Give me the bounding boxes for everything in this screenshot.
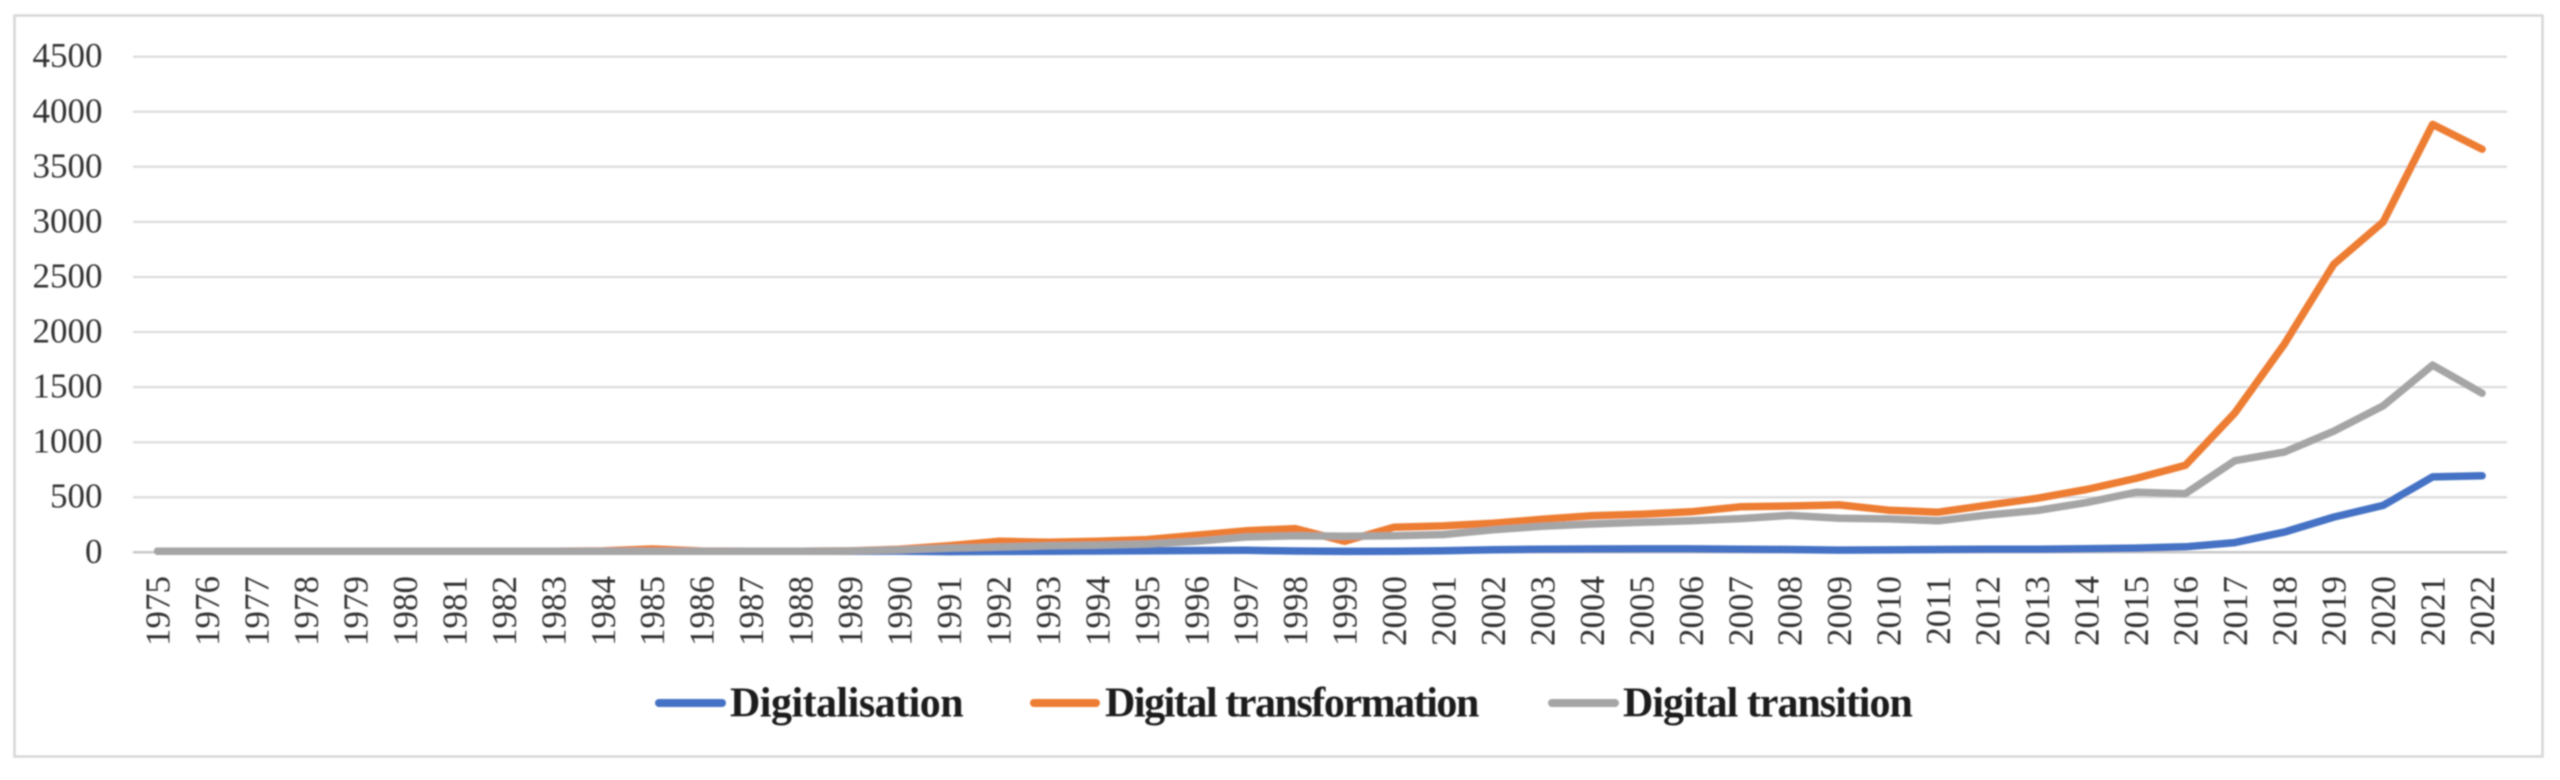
svg-text:3000: 3000 [33,201,103,240]
svg-text:2021: 2021 [2414,576,2453,646]
svg-text:1976: 1976 [188,576,227,646]
svg-text:1998: 1998 [1276,576,1315,646]
svg-text:2005: 2005 [1622,576,1661,646]
svg-text:1983: 1983 [534,576,573,646]
svg-text:2011: 2011 [1919,576,1958,645]
svg-text:1993: 1993 [1029,576,1068,646]
svg-text:2020: 2020 [2364,576,2403,646]
svg-text:1975: 1975 [139,576,178,646]
svg-text:Digital transition: Digital transition [1623,681,1912,727]
svg-text:4000: 4000 [33,91,103,130]
svg-text:2500: 2500 [33,257,103,296]
svg-text:2007: 2007 [1721,576,1760,646]
svg-text:1995: 1995 [1128,576,1167,646]
svg-text:2006: 2006 [1672,576,1711,646]
svg-text:2009: 2009 [1820,576,1859,646]
svg-text:1997: 1997 [1227,576,1266,646]
svg-text:2010: 2010 [1870,576,1909,646]
svg-text:1999: 1999 [1326,576,1365,646]
svg-text:1992: 1992 [979,576,1018,646]
svg-text:2008: 2008 [1771,576,1810,646]
svg-text:1984: 1984 [584,576,623,646]
svg-text:2018: 2018 [2265,576,2304,646]
svg-text:2004: 2004 [1573,576,1612,646]
svg-text:2001: 2001 [1425,576,1464,646]
svg-text:2015: 2015 [2117,576,2156,646]
svg-text:1985: 1985 [633,576,672,646]
svg-text:2014: 2014 [2067,576,2106,646]
svg-text:2022: 2022 [2463,576,2502,646]
svg-text:2000: 2000 [33,312,103,351]
svg-text:2017: 2017 [2216,576,2255,646]
svg-text:1977: 1977 [238,576,277,646]
svg-text:1987: 1987 [732,576,771,646]
svg-text:2016: 2016 [2166,576,2205,646]
svg-text:2012: 2012 [1969,576,2008,646]
svg-text:0: 0 [85,532,103,571]
svg-text:1980: 1980 [386,576,425,646]
svg-text:2002: 2002 [1474,576,1513,646]
svg-text:1981: 1981 [435,576,474,646]
svg-text:1000: 1000 [33,422,103,461]
svg-text:1990: 1990 [881,576,920,646]
svg-text:2013: 2013 [2018,576,2057,646]
svg-text:1994: 1994 [1078,576,1117,646]
svg-text:1986: 1986 [683,576,722,646]
svg-text:1978: 1978 [287,576,326,646]
svg-text:1979: 1979 [337,576,376,646]
svg-text:2003: 2003 [1523,576,1562,646]
svg-text:2019: 2019 [2315,576,2354,646]
svg-text:2000: 2000 [1375,576,1414,646]
svg-text:Digitalisation: Digitalisation [730,681,963,727]
svg-text:3500: 3500 [33,146,103,185]
svg-text:1991: 1991 [930,576,969,646]
svg-text:Digital transformation: Digital transformation [1105,681,1479,727]
svg-text:1996: 1996 [1177,576,1216,646]
svg-text:500: 500 [50,477,103,516]
svg-text:1500: 1500 [33,367,103,406]
svg-text:1982: 1982 [485,576,524,646]
svg-text:1989: 1989 [831,576,870,646]
svg-text:4500: 4500 [33,36,103,75]
svg-text:1988: 1988 [782,576,821,646]
